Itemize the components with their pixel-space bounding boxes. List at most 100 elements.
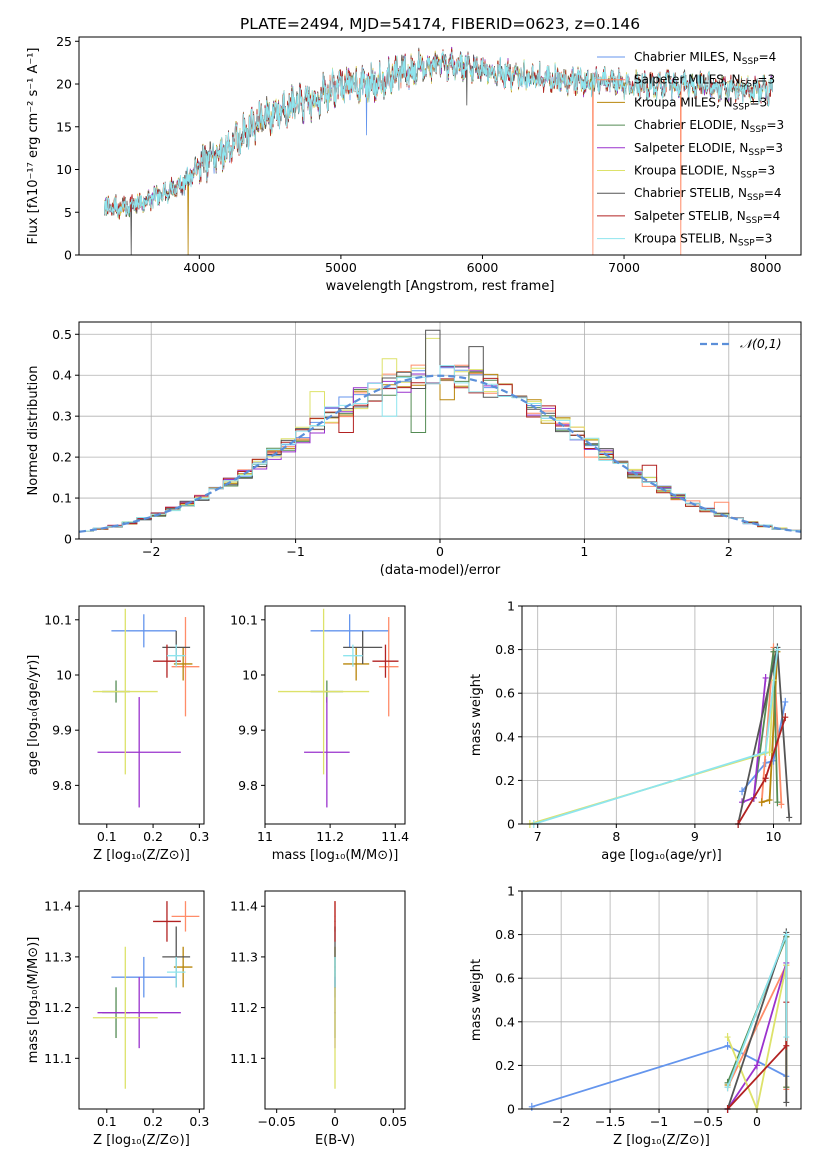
- legend-entry: Salpeter MILES, NSSP=3: [634, 73, 775, 90]
- y-tick-label: 0.3: [52, 409, 72, 424]
- y-tick-label: 9.9: [238, 723, 258, 738]
- y-axis-label: mass weight: [469, 674, 484, 756]
- legend-label: Chabrier ELODIE, N: [634, 118, 750, 132]
- legend-subscript: SSP: [741, 80, 758, 90]
- x-tick-label: 0.1: [97, 829, 117, 844]
- y-axis-label: mass [log₁₀(M/M⊙)]: [26, 937, 41, 1064]
- spectrum-lines: [104, 46, 773, 255]
- legend-label: Kroupa ELODIE, N: [634, 164, 741, 178]
- y-tick-label: 0.4: [52, 368, 72, 383]
- zmet-weight-panel: −2 −1.5 −1 −0.5 0 0 0.2 0.4 0.6 0.8 1 Z [log₁₀(Z/Z⊙…: [469, 884, 802, 1148]
- y-axis-label: Flux [fλ10⁻¹⁷ erg cm⁻² s⁻¹ A⁻¹]: [26, 48, 41, 245]
- mass-age-panel: 11 11.2 11.4 9.8 9.9 10 10.1 mass [log₁₀(M/M⊙)]: [230, 605, 409, 863]
- x-axis-label: E(B-V): [315, 1133, 355, 1148]
- plot-frame: [521, 605, 802, 825]
- weight-marker-series-7: [762, 774, 769, 783]
- plot-frame: [521, 890, 802, 1110]
- y-tick-label: 0.6: [495, 971, 515, 986]
- weight-marker-series-0: [782, 697, 789, 706]
- x-tick-label: 0: [436, 544, 444, 559]
- weight-marker-series-0: [528, 1102, 535, 1111]
- x-tick-label: 4000: [183, 260, 215, 275]
- x-tick-label: 11.4: [381, 829, 409, 844]
- y-tick-label: 0: [64, 248, 72, 263]
- x-axis-label: Z [log₁₀(Z/Z⊙)]: [93, 1133, 190, 1148]
- y-tick-label: 9.8: [238, 778, 258, 793]
- x-tick-label: −0.5: [693, 1114, 723, 1129]
- plot-frame: [264, 605, 406, 825]
- x-tick-label: 0.2: [143, 829, 163, 844]
- weight-line-series-0: [741, 701, 787, 792]
- plot-frame: [78, 890, 205, 1110]
- y-tick-label: 11.3: [230, 949, 258, 964]
- y-tick-label: 11.1: [230, 1051, 258, 1066]
- legend-subscript: SSP: [741, 171, 758, 181]
- x-axis-label: age [log₁₀(age/yr)]: [601, 848, 722, 863]
- y-tick-label: 11.3: [44, 949, 72, 964]
- y-axis-label: Normed distribution: [26, 366, 41, 496]
- x-tick-label: 0.3: [189, 829, 209, 844]
- legend-tail: =4: [763, 209, 781, 223]
- weight-marker-series-2: [758, 798, 765, 807]
- y-tick-label: 0: [64, 532, 72, 547]
- legend-label: Kroupa STELIB, N: [634, 232, 738, 246]
- x-tick-label: 0.1: [97, 1114, 117, 1129]
- y-tick-label: 0.2: [52, 450, 72, 465]
- y-tick-label: 0.6: [495, 686, 515, 701]
- x-tick-label: 10: [766, 829, 782, 844]
- weight-marker-series-8: [783, 1033, 790, 1042]
- weight-marker-series-7: [783, 1041, 790, 1050]
- y-tick-label: 10.1: [44, 612, 72, 627]
- y-tick-label: 0: [507, 817, 515, 832]
- x-tick-label: −0.05: [258, 1114, 296, 1129]
- weight-marker-series-3: [770, 647, 777, 656]
- y-tick-label: 0: [507, 1102, 515, 1117]
- weight-marker-series-6: [786, 813, 793, 822]
- legend-entry: Kroupa MILES, NSSP=3: [634, 95, 767, 112]
- x-tick-label: 5000: [325, 260, 357, 275]
- x-tick-label: −1: [286, 544, 304, 559]
- y-tick-label: 11.4: [44, 899, 72, 914]
- plot-frame: [78, 36, 802, 256]
- y-tick-label: 11.1: [44, 1051, 72, 1066]
- legend-entry: Kroupa ELODIE, NSSP=3: [634, 164, 775, 181]
- y-tick-label: 10: [56, 667, 72, 682]
- weight-marker-series-0: [724, 1041, 731, 1050]
- legend-tail: =4: [764, 186, 782, 200]
- legend-label: Chabrier STELIB, N: [634, 186, 747, 200]
- legend-subscript: SSP: [733, 102, 750, 112]
- y-tick-label: 0.4: [495, 729, 515, 744]
- y-tick-label: 25: [56, 34, 72, 49]
- y-tick-label: 0.1: [52, 491, 72, 506]
- y-tick-label: 11.2: [230, 1000, 258, 1015]
- ebv-mass-panel: −0.05 0 0.05 11.1 11.2 11.3 11.4 E(B-V): [230, 890, 407, 1148]
- x-tick-label: 0.05: [379, 1114, 407, 1129]
- legend-entry: Salpeter ELODIE, NSSP=3: [634, 141, 783, 158]
- weight-marker-series-4: [762, 673, 769, 682]
- legend-subscript: SSP: [746, 216, 763, 226]
- weight-marker-series-8: [774, 645, 781, 654]
- legend-subscript: SSP: [750, 125, 767, 135]
- x-axis-label: Z [log₁₀(Z/Z⊙)]: [93, 848, 190, 863]
- weight-marker-series-5: [724, 1033, 731, 1042]
- x-tick-label: −2: [142, 544, 160, 559]
- legend-tail: =3: [757, 164, 775, 178]
- x-tick-label: 8000: [750, 260, 782, 275]
- weight-line-series-5: [529, 680, 775, 825]
- legend-subscript: SSP: [747, 193, 764, 203]
- legend-tail: =3: [750, 95, 768, 109]
- y-tick-label: 11.2: [44, 1000, 72, 1015]
- residuals-panel: 𝒩(0,1) −2 −1 0 1 2 0 0.1 0.2 0.3 0.4 0.5 (data-model…: [26, 321, 802, 578]
- weight-marker-series-8: [724, 1083, 731, 1092]
- spectrum-panel: 4000 5000 6000 7000 8000 0 5 10 15 20 25 wavelength…: [26, 34, 802, 294]
- x-tick-label: 1: [580, 544, 588, 559]
- weight-marker-series-1: [778, 800, 785, 809]
- x-tick-label: 6000: [467, 260, 499, 275]
- y-tick-label: 0.4: [495, 1014, 515, 1029]
- y-axis-label: mass weight: [469, 959, 484, 1041]
- y-tick-label: 9.9: [52, 723, 72, 738]
- y-tick-label: 10: [56, 162, 72, 177]
- legend-tail: =3: [757, 73, 775, 87]
- legend-entry: Chabrier STELIB, NSSP=4: [634, 186, 782, 203]
